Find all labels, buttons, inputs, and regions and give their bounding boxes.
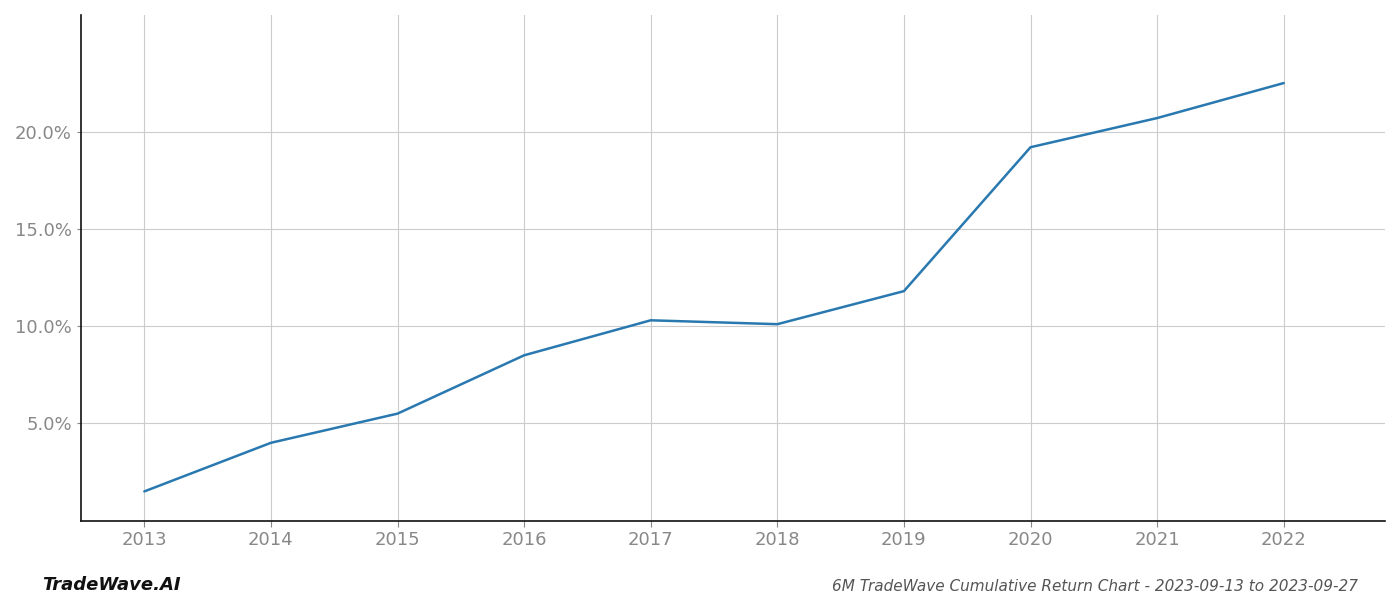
Text: TradeWave.AI: TradeWave.AI <box>42 576 181 594</box>
Text: 6M TradeWave Cumulative Return Chart - 2023-09-13 to 2023-09-27: 6M TradeWave Cumulative Return Chart - 2… <box>832 579 1358 594</box>
